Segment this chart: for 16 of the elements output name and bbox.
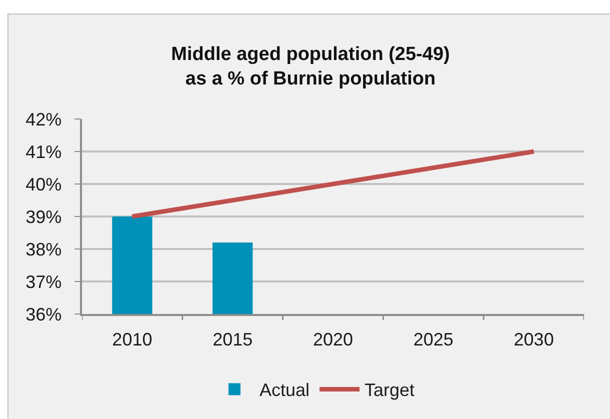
legend-label: Target	[364, 380, 415, 400]
y-tick-label: 42%	[26, 109, 62, 130]
x-tick-label: 2025	[413, 329, 454, 350]
chart-title: Middle aged population (25-49) as a % of Burnie population	[171, 44, 450, 90]
y-tick-label: 37%	[26, 272, 62, 292]
y-tick-label: 41%	[26, 142, 62, 162]
y-tick-label: 36%	[26, 304, 62, 324]
legend-label: Actual	[260, 380, 310, 400]
y-tick-label: 39%	[26, 206, 62, 227]
line-series	[130, 149, 536, 219]
x-tick-label: 2015	[212, 329, 253, 350]
y-tick-label: 38%	[26, 239, 62, 260]
x-tick-label: 2010	[112, 329, 152, 350]
x-tick-label: 2020	[312, 329, 354, 350]
x-tick-label: 2030	[514, 329, 554, 350]
y-tick-label: 40%	[26, 174, 62, 194]
